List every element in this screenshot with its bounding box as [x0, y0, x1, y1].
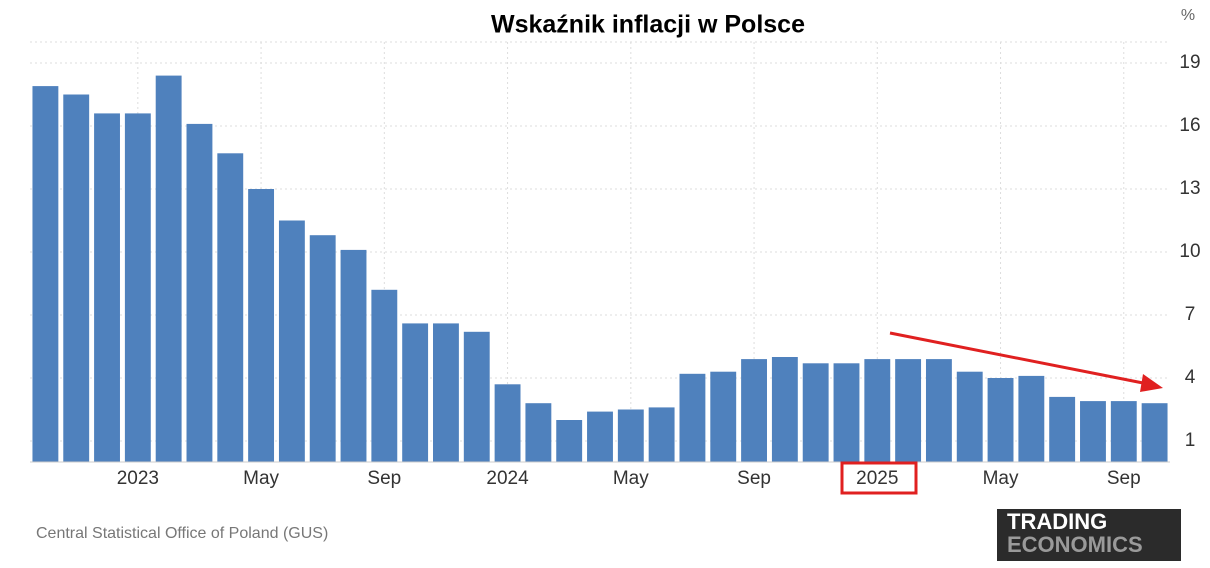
bar [802, 363, 829, 462]
bar [956, 371, 983, 462]
x-tick-label: 2025 [856, 468, 898, 489]
y-tick-label: 13 [1179, 178, 1200, 199]
bar [340, 249, 367, 462]
arrow-head [1140, 374, 1163, 392]
bar [433, 323, 459, 462]
bar [278, 220, 305, 462]
highlight-box [840, 461, 918, 495]
bar [895, 359, 922, 462]
bar [494, 384, 521, 462]
bar [710, 371, 737, 462]
bar [371, 289, 398, 462]
bar [525, 403, 552, 462]
bar [1110, 401, 1137, 462]
logo-box [997, 509, 1181, 561]
bar [987, 378, 1014, 462]
bar [248, 189, 275, 462]
bar [771, 357, 798, 462]
x-tick-label: Sep [737, 468, 771, 489]
logo-line: ECONOMICS [1007, 532, 1143, 557]
bar [833, 363, 860, 462]
bar [402, 323, 429, 462]
y-tick-label: 1 [1185, 430, 1196, 451]
bar [1141, 403, 1168, 462]
bar [63, 94, 90, 462]
y-tick-label: 19 [1179, 52, 1200, 73]
bar [648, 407, 675, 462]
x-tick-label: May [613, 468, 649, 489]
bar [741, 359, 767, 462]
logo-line: TRADING [1007, 509, 1107, 534]
plot: 1 4 7 10 13 16 19 2023 May Sep 2024 May Sep 2025 May Se… [30, 41, 1201, 489]
bar [587, 411, 613, 462]
bar [217, 153, 244, 463]
bar [1080, 401, 1106, 462]
y-tick-label: 7 [1185, 304, 1196, 325]
x-tick-label: Sep [1107, 468, 1141, 489]
bar [679, 373, 706, 462]
y-tick-label: 10 [1179, 241, 1200, 262]
bar [1018, 375, 1045, 462]
bar [309, 235, 336, 462]
bar [186, 123, 213, 463]
y-tick-label: 16 [1179, 115, 1200, 136]
bar [463, 331, 490, 462]
x-tick-label: Sep [367, 468, 401, 489]
trend-arrow [889, 331, 1149, 386]
bar [617, 409, 644, 462]
source: Central Statistical Office of Poland (GU… [36, 525, 328, 542]
x-tick-label: May [243, 468, 279, 489]
bar [925, 359, 952, 462]
bar [864, 359, 891, 462]
bar [94, 113, 120, 463]
y-tick-label: 4 [1185, 367, 1196, 388]
bar [32, 86, 59, 462]
x-tick-label: 2023 [117, 468, 159, 489]
bar [124, 113, 151, 463]
x-tick-label: May [983, 468, 1019, 489]
x-tick-label: 2024 [486, 468, 529, 489]
bar [556, 420, 583, 462]
bar [155, 75, 182, 462]
bar [1049, 396, 1076, 462]
y-unit: % [1181, 7, 1195, 24]
chart-title: Wskaźnik inflacji w Polsce [491, 11, 805, 39]
